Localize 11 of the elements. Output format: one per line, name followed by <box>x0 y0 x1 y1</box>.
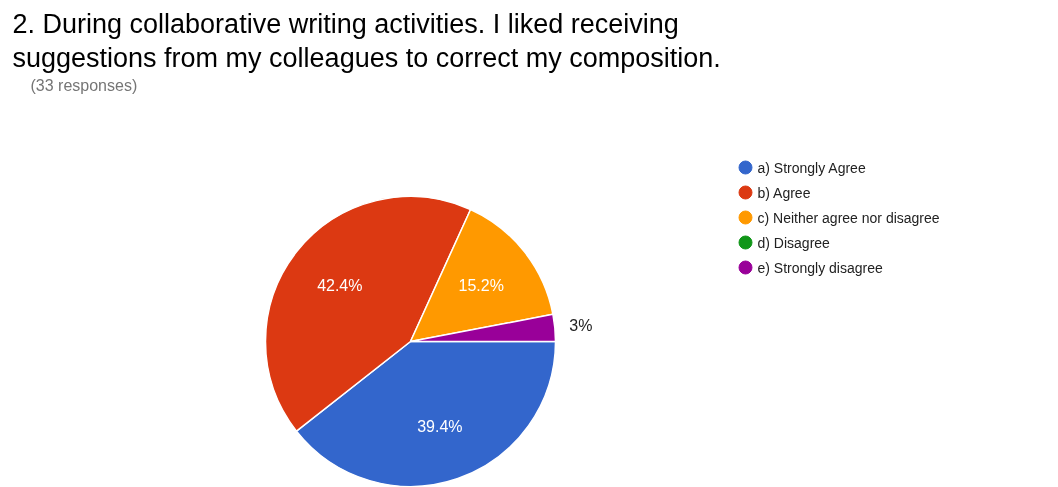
data-label: 15.2% <box>458 277 504 295</box>
legend-label: e) Strongly disagree <box>757 259 883 276</box>
data-label: 3% <box>569 316 593 334</box>
legend-label: d) Disagree <box>757 234 831 251</box>
data-label: 39.4% <box>417 417 463 435</box>
legend-label: a) Strongly Agree <box>757 159 866 176</box>
data-label: 42.4% <box>317 277 363 295</box>
legend-label: b) Agree <box>757 184 811 201</box>
legend-label: c) Neither agree nor disagree <box>757 209 940 226</box>
chart-title: 2. During collaborative writing activities. I liked receiving suggestions from my colleagues to correct my composition. <box>12 8 721 73</box>
text: (33 responses) <box>30 76 138 94</box>
